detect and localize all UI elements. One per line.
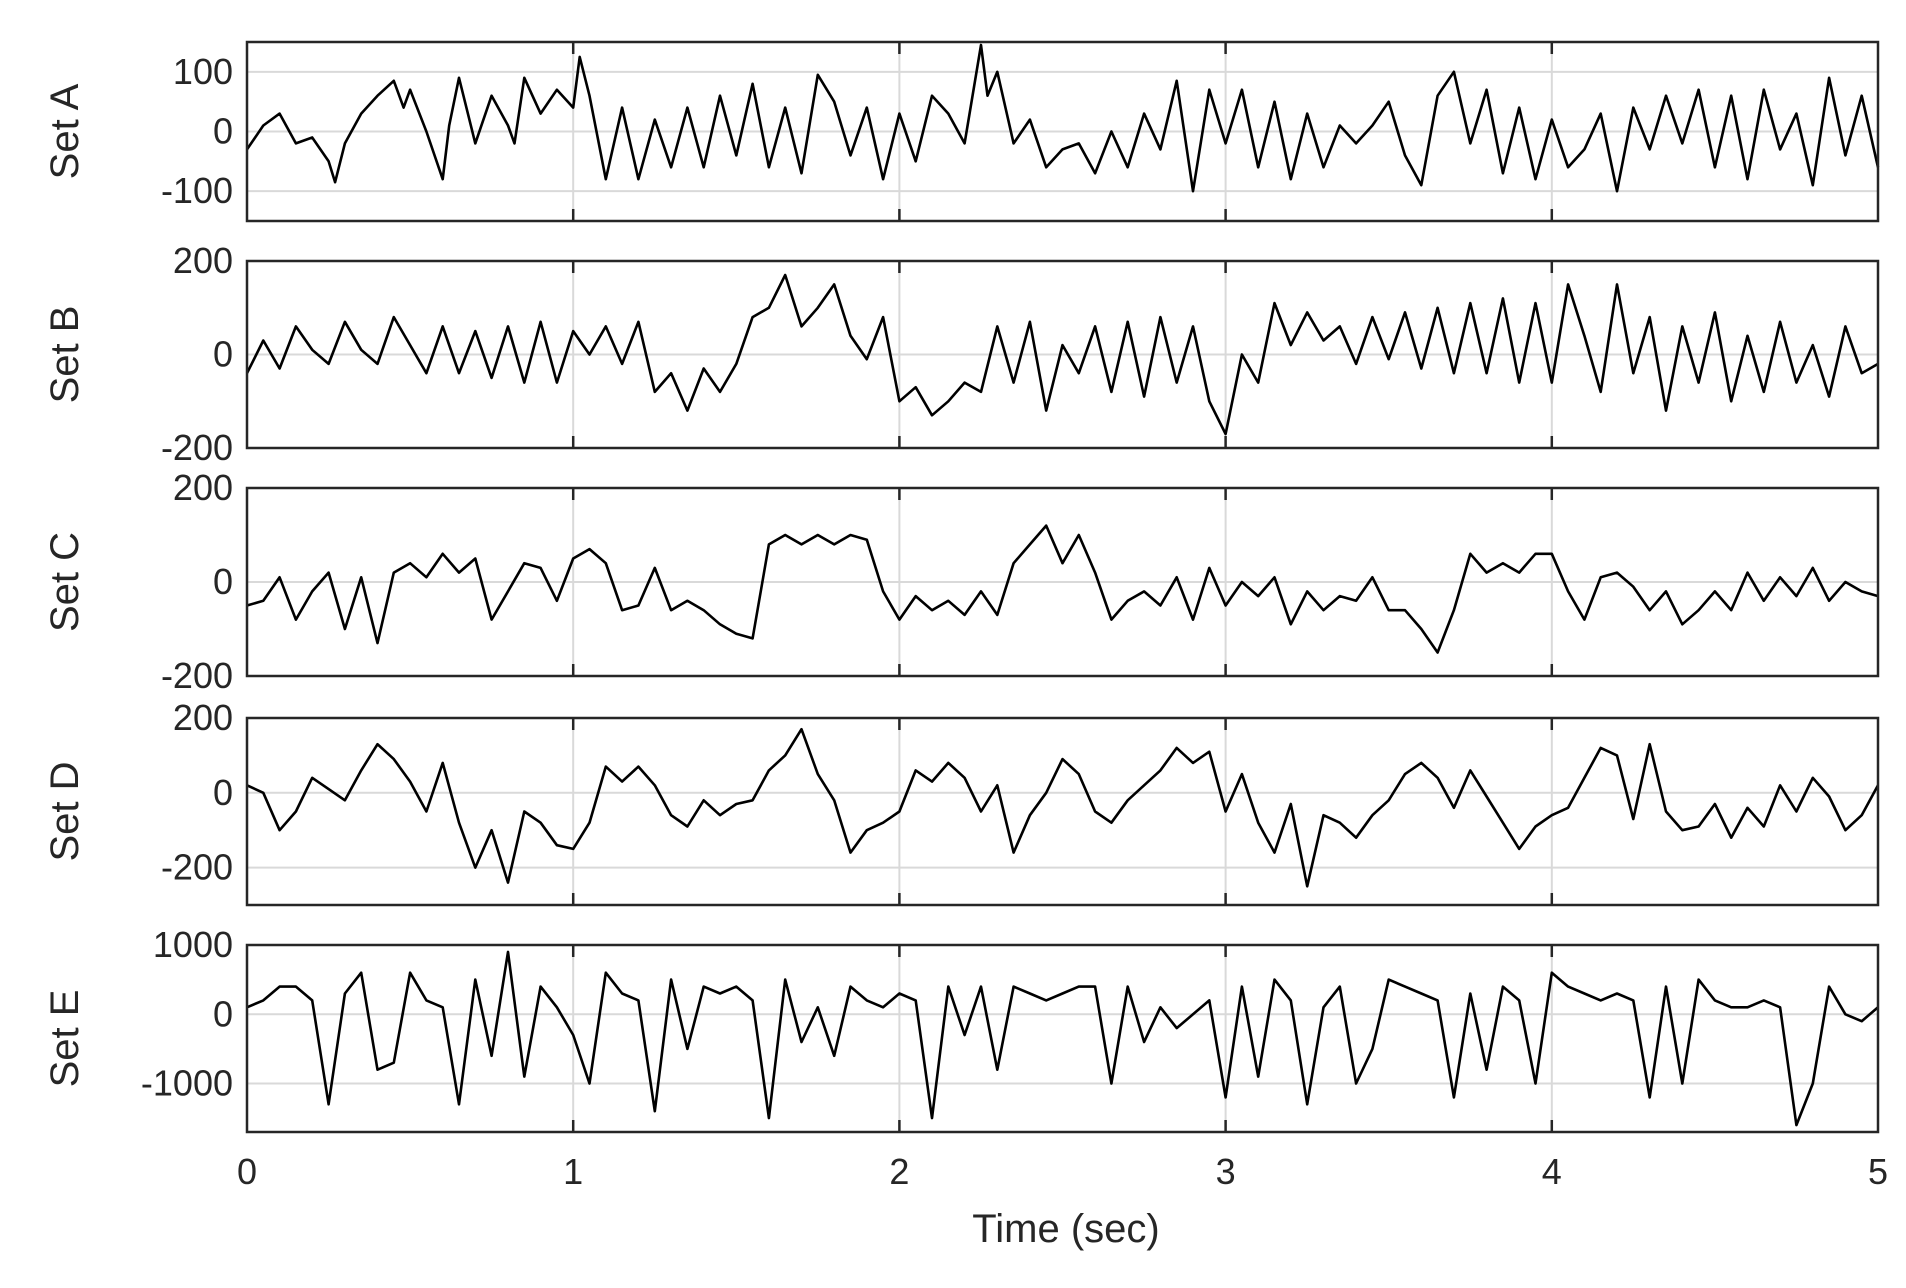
series-line-set-d — [246, 727, 1880, 888]
y-tick-label: 0 — [213, 772, 233, 813]
x-tick-label: 0 — [237, 1151, 257, 1192]
y-tick-label: -100 — [161, 170, 233, 211]
panel-frame — [245, 486, 1880, 678]
y-axis-label: Set E — [43, 990, 87, 1088]
series-line-set-e — [246, 950, 1879, 1127]
y-tick-label: -200 — [161, 427, 233, 468]
panel-5: -1000 0 1000 Set E — [43, 924, 1880, 1134]
x-axis-label: Time (sec) — [972, 1207, 1159, 1251]
panel-frame — [245, 40, 1880, 223]
panel-3: -200 0 200 Set C — [43, 467, 1880, 696]
y-tick-label: 0 — [213, 111, 233, 152]
x-tick-label: 3 — [1216, 1151, 1236, 1192]
x-tick-label: 2 — [889, 1151, 909, 1192]
y-tick-label: 0 — [213, 561, 233, 602]
series-line-set-b — [245, 273, 1879, 436]
panel-frame — [245, 716, 1880, 907]
panel-1: -100 0 100 Set A — [43, 40, 1880, 223]
panel-2: -200 0 200 Set B — [43, 240, 1880, 468]
y-tick-label: 0 — [213, 334, 233, 375]
y-tick-label: 100 — [173, 51, 233, 92]
panel-frame — [245, 259, 1880, 450]
y-tick-label: -1000 — [141, 1063, 233, 1104]
y-tick-label: -200 — [161, 655, 233, 696]
y-axis-label: Set C — [43, 532, 87, 632]
y-tick-label: 0 — [213, 993, 233, 1034]
series-line-set-c — [246, 524, 1879, 654]
series-line-set-a — [245, 43, 1880, 193]
x-tick-label: 1 — [563, 1151, 583, 1192]
x-axis: 0 1 2 3 4 5 — [237, 1151, 1888, 1192]
panel-4: -200 0 200 Set D — [43, 697, 1880, 907]
y-axis-label: Set D — [43, 761, 87, 861]
y-axis-label: Set A — [43, 83, 87, 179]
x-tick-label: 5 — [1868, 1151, 1888, 1192]
y-axis-label: Set B — [43, 306, 87, 404]
y-tick-label: 1000 — [153, 924, 233, 965]
y-tick-label: 200 — [173, 467, 233, 508]
y-tick-label: -200 — [161, 847, 233, 888]
panel-frame — [245, 943, 1880, 1134]
x-tick-label: 4 — [1542, 1151, 1562, 1192]
y-tick-label: 200 — [173, 240, 233, 281]
y-tick-label: 200 — [173, 697, 233, 738]
